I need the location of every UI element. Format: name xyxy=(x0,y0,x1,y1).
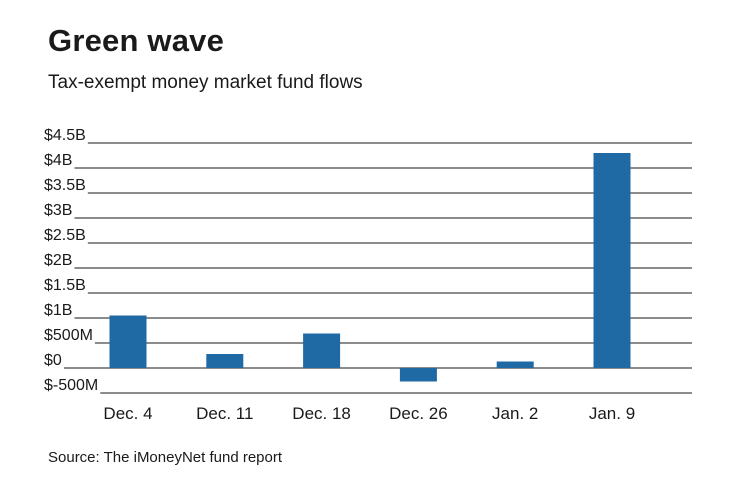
bar-jan-9 xyxy=(593,153,631,368)
gridlines xyxy=(42,142,692,394)
x-tick-label: Dec. 11 xyxy=(196,404,253,423)
bar-dec-11 xyxy=(206,354,244,368)
y-tick-label-background xyxy=(42,177,88,195)
y-tick-label: $2B xyxy=(44,252,72,269)
y-tick-label-background xyxy=(42,252,75,270)
bar-dec-18 xyxy=(303,333,341,368)
y-tick-label: $1B xyxy=(44,302,72,319)
y-tick-label: $4.5B xyxy=(44,127,86,144)
x-axis-ticks: Dec. 4 Dec. 11 Dec. 18 Dec. 26 Jan. 2 Jan. 9 xyxy=(103,404,635,423)
y-axis-ticks: $4.5B $4B $3.5B $3B $2.5B $2B $1.5B $1B $500M $0 $… xyxy=(42,127,101,395)
y-tick-label-background xyxy=(42,327,95,345)
y-tick-label: $2.5B xyxy=(44,227,86,244)
y-tick-label: $3B xyxy=(44,202,72,219)
x-tick-label: Dec. 4 xyxy=(103,404,152,423)
chart-title: Green wave xyxy=(48,23,225,58)
bar-dec-4 xyxy=(109,315,147,368)
source-note: Source: The iMoneyNet fund report xyxy=(48,449,283,466)
y-tick-label-background xyxy=(42,202,75,220)
y-tick-label-background xyxy=(42,277,88,295)
bar-dec-26 xyxy=(399,368,437,382)
y-tick-label-background xyxy=(42,302,75,320)
y-tick-label: $0 xyxy=(44,352,62,369)
bar-chart: $4.5B $4B $3.5B $3B $2.5B $2B $1.5B $1B $500M $0 $… xyxy=(42,127,692,423)
x-tick-label: Dec. 18 xyxy=(292,404,351,423)
x-tick-label: Dec. 26 xyxy=(389,404,448,423)
y-tick-label: $3.5B xyxy=(44,177,86,194)
y-tick-label-background xyxy=(42,227,88,245)
y-tick-label: $-500M xyxy=(44,377,98,394)
y-tick-label: $500M xyxy=(44,327,93,344)
y-tick-label-background xyxy=(42,127,88,145)
bar-jan-2 xyxy=(496,361,534,368)
y-tick-label-background xyxy=(42,152,75,170)
bars xyxy=(109,153,631,382)
y-tick-label-background xyxy=(42,352,64,370)
y-tick-label: $1.5B xyxy=(44,277,86,294)
y-tick-label-background xyxy=(42,377,101,395)
x-tick-label: Jan. 2 xyxy=(492,404,538,423)
chart-subtitle: Tax-exempt money market fund flows xyxy=(48,72,363,93)
y-tick-label: $4B xyxy=(44,152,72,169)
x-tick-label: Jan. 9 xyxy=(589,404,635,423)
